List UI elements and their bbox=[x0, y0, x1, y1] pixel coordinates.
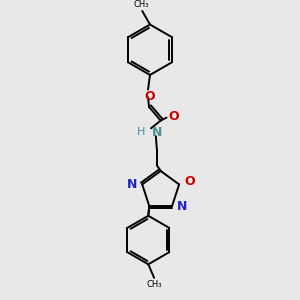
Text: N: N bbox=[152, 126, 162, 139]
Text: O: O bbox=[184, 175, 195, 188]
Text: CH₃: CH₃ bbox=[134, 0, 149, 9]
Text: CH₃: CH₃ bbox=[146, 280, 162, 289]
Text: N: N bbox=[127, 178, 137, 191]
Text: H: H bbox=[137, 127, 145, 137]
Text: O: O bbox=[168, 110, 179, 123]
Text: O: O bbox=[145, 91, 155, 103]
Text: N: N bbox=[177, 200, 187, 213]
